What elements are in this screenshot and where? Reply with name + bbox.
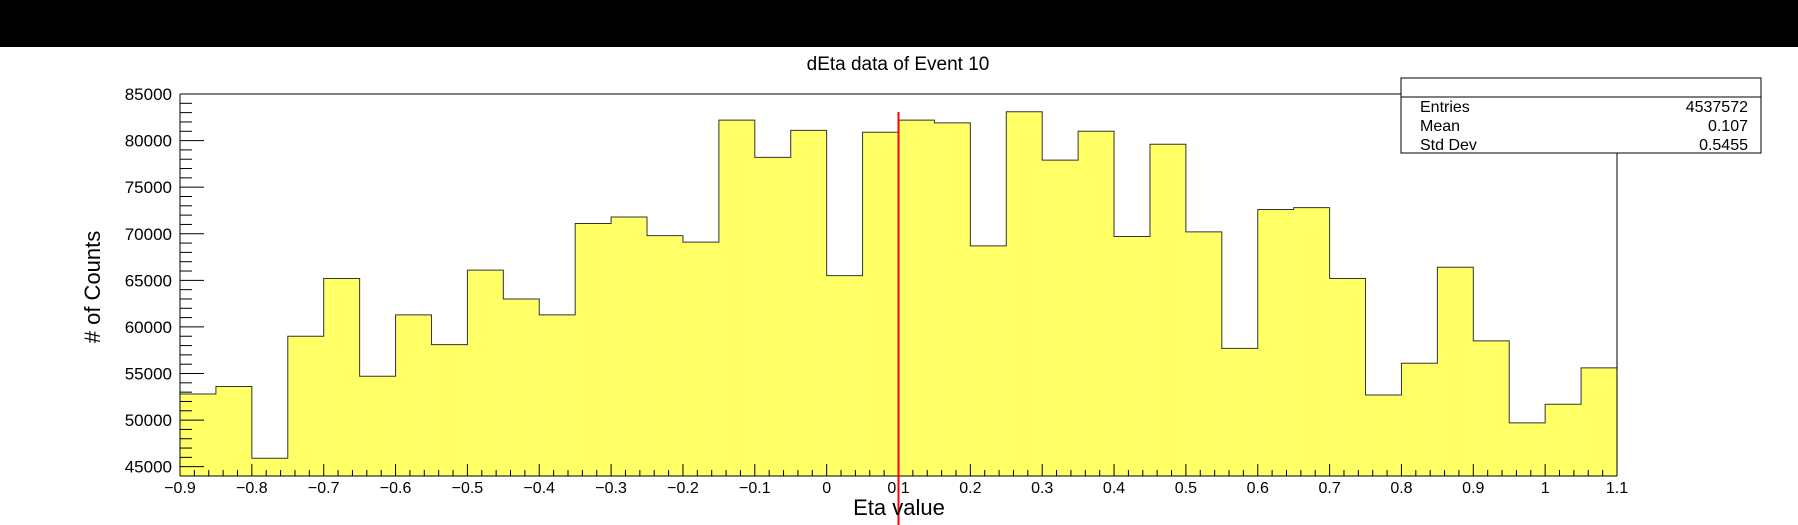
histogram-bar (575, 223, 612, 476)
y-tick-label: 85000 (125, 85, 172, 104)
y-tick-label: 75000 (125, 178, 172, 197)
stats-box-frame (1400, 77, 1762, 154)
histogram-bar (503, 298, 540, 476)
histogram-bar (359, 376, 396, 476)
histogram-bar (251, 458, 288, 476)
histogram-bar (1221, 348, 1258, 476)
y-tick-label: 50000 (125, 411, 172, 430)
y-tick-label: 45000 (125, 458, 172, 477)
x-tick-label: 0.3 (1031, 480, 1053, 497)
histogram-bar (1545, 404, 1582, 476)
x-tick-label: −0.3 (595, 480, 627, 497)
stats-entries-value: 4537572 (1686, 99, 1748, 116)
histogram-bar (826, 275, 863, 476)
histogram-bar (718, 120, 755, 477)
histogram-bar (287, 336, 324, 476)
y-tick-label: 80000 (125, 132, 172, 151)
stats-mean-label: Mean (1420, 118, 1460, 135)
histogram-bar (323, 278, 360, 476)
stats-mean-value: 0.107 (1708, 118, 1748, 135)
histogram-bar (1401, 363, 1438, 476)
stats-entries-label: Entries (1420, 99, 1470, 116)
histogram-bar (647, 235, 683, 476)
y-tick-label: 55000 (125, 365, 172, 384)
histogram-bar (970, 245, 1007, 476)
histogram-bar (1114, 236, 1150, 476)
x-tick-label: 1.1 (1606, 480, 1628, 497)
histogram-bar (1437, 267, 1474, 476)
histogram-bar (1473, 340, 1510, 476)
x-tick-label: 0.6 (1247, 480, 1269, 497)
chart-title: dEta data of Event 10 (807, 54, 990, 75)
x-tick-label: −0.7 (308, 480, 340, 497)
y-axis-title: # of Counts (80, 231, 105, 344)
histogram-bar (215, 386, 252, 476)
x-tick-label: −0.4 (523, 480, 555, 497)
x-tick-label: 0.8 (1390, 480, 1412, 497)
histogram-bar (1006, 111, 1043, 476)
x-tick-label: −0.6 (380, 480, 412, 497)
stats-stddev-label: Std Dev (1420, 137, 1477, 154)
histogram-bar (898, 120, 935, 477)
histogram-bar (1509, 422, 1546, 476)
histogram-bar (467, 270, 504, 476)
histogram-bar (1042, 160, 1079, 476)
stats-box: Entries 4537572 Mean 0.107 Std Dev 0.545… (1400, 77, 1762, 154)
plot-frame (179, 93, 1618, 477)
histogram-bar (1078, 131, 1115, 476)
y-axis-ticks (180, 93, 204, 477)
histogram-bar (1293, 207, 1330, 477)
histogram-bar (1329, 278, 1366, 476)
histogram-bar (180, 394, 216, 476)
x-tick-label: −0.5 (452, 480, 484, 497)
histogram-bar (1185, 231, 1222, 476)
y-tick-label: 70000 (125, 225, 172, 244)
x-tick-label: 0.9 (1462, 480, 1484, 497)
x-axis-tick-labels: −0.9 −0.8 −0.7 −0.6 −0.5 −0.4 −0.3 −0.2 −0.1 0 0.1… (164, 480, 1628, 497)
histogram-bars (180, 111, 1617, 477)
x-axis-title: Eta value (853, 495, 945, 520)
x-tick-label: 1 (1541, 480, 1550, 497)
histogram-bar (790, 130, 827, 476)
window-top-bar (0, 0, 1798, 47)
histogram-bar (1365, 394, 1402, 476)
histogram-bar (754, 157, 791, 477)
x-tick-label: −0.8 (236, 480, 268, 497)
x-tick-label: 0.5 (1175, 480, 1197, 497)
histogram-bar (862, 132, 899, 476)
histogram-bar (682, 242, 719, 476)
histogram-bar (539, 314, 576, 476)
histogram-bar (431, 344, 468, 476)
x-tick-label: 0.4 (1103, 480, 1125, 497)
x-tick-label: −0.9 (164, 480, 196, 497)
y-tick-label: 60000 (125, 318, 172, 337)
x-tick-label: 0.2 (959, 480, 981, 497)
stats-stddev-value: 0.5455 (1699, 137, 1748, 154)
x-tick-label: −0.2 (667, 480, 699, 497)
histogram-bar (1149, 144, 1186, 476)
x-tick-label: 0.7 (1318, 480, 1340, 497)
histogram-bar (1257, 209, 1294, 476)
histogram-bar (934, 122, 971, 476)
y-axis-tick-labels: 45000 50000 55000 60000 65000 70000 75000 80000… (125, 85, 172, 477)
histogram-bar (1581, 367, 1617, 476)
y-tick-label: 65000 (125, 271, 172, 290)
x-axis-ticks (179, 464, 1618, 476)
x-tick-label: 0 (822, 480, 831, 497)
histogram-bar (395, 314, 432, 476)
histogram-bar (611, 216, 648, 477)
x-tick-label: −0.1 (739, 480, 771, 497)
